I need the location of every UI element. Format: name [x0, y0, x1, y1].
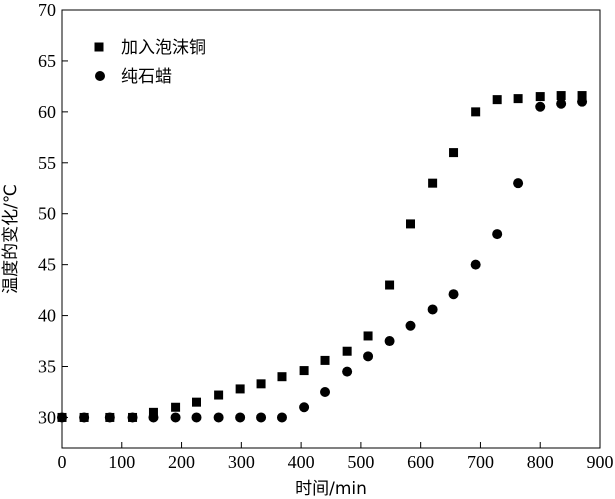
circle-marker	[57, 412, 67, 423]
square-marker	[492, 95, 502, 105]
x-axis-label: 时间/min	[295, 479, 367, 499]
circle-marker	[513, 178, 524, 189]
legend-item-1: 加入泡沫铜	[94, 38, 206, 58]
circle-marker	[235, 412, 246, 423]
circle-marker	[170, 412, 181, 423]
y-tick-label: 40	[38, 306, 56, 326]
circle-marker	[276, 412, 287, 423]
square-marker	[214, 390, 224, 400]
x-tick-label: 700	[467, 452, 494, 472]
circle-marker	[79, 412, 90, 423]
square-marker	[299, 366, 309, 376]
circle-marker	[492, 229, 503, 240]
circle-marker	[535, 101, 546, 112]
circle-marker	[342, 366, 353, 377]
circle-marker	[556, 98, 567, 109]
square-marker	[235, 384, 245, 394]
x-tick-label: 400	[288, 452, 315, 472]
square-marker	[449, 148, 459, 158]
legend-label: 加入泡沫铜	[121, 38, 206, 58]
square-marker	[148, 407, 158, 417]
square-marker	[256, 379, 266, 389]
square-marker	[406, 219, 416, 229]
y-tick-label: 30	[38, 407, 56, 427]
circle-marker	[448, 289, 459, 300]
y-tick-label: 50	[38, 204, 56, 224]
square-marker	[192, 397, 201, 407]
circle-marker	[405, 320, 416, 331]
y-tick-label: 45	[38, 255, 56, 275]
legend-item-2: 纯石蜡	[95, 67, 172, 87]
square-marker	[556, 91, 566, 101]
x-tick-label: 100	[108, 452, 135, 472]
square-marker	[535, 92, 545, 102]
circle-marker	[213, 412, 224, 423]
square-marker	[471, 107, 481, 117]
square-marker	[342, 346, 352, 356]
square-marker	[320, 355, 330, 365]
square-marker	[513, 94, 523, 104]
x-tick-label: 500	[347, 452, 374, 472]
y-tick-label: 65	[38, 51, 56, 71]
circle-marker	[427, 304, 438, 315]
y-tick-label: 35	[38, 357, 56, 377]
square-marker	[171, 402, 181, 412]
legend-circle-marker	[95, 71, 105, 81]
circle-marker	[127, 412, 138, 423]
y-tick-label: 55	[38, 153, 56, 173]
circle-marker	[577, 96, 588, 107]
square-marker	[363, 331, 373, 341]
circle-marker	[104, 412, 115, 423]
circle-marker	[191, 412, 202, 423]
y-tick-label: 60	[38, 102, 56, 122]
legend-square-marker	[94, 42, 104, 52]
legend-label: 纯石蜡	[121, 67, 172, 87]
circle-marker	[470, 259, 481, 270]
plot-area	[61, 9, 601, 449]
y-tick-label: 70	[38, 0, 56, 20]
x-axis: 0 100 200 300 400 500 600 700 800 900	[58, 442, 614, 472]
square-marker	[428, 178, 438, 188]
data-markers	[57, 91, 588, 423]
circle-marker	[256, 412, 267, 423]
circle-marker	[363, 351, 374, 362]
plot-border	[61, 9, 601, 449]
x-tick-label: 0	[58, 452, 67, 472]
y-axis-label: 温度的变化/℃	[1, 184, 21, 294]
x-tick-label: 200	[168, 452, 195, 472]
square-marker	[277, 372, 287, 382]
circle-marker	[299, 402, 310, 413]
x-tick-label: 300	[228, 452, 255, 472]
square-marker	[577, 91, 587, 101]
circle-marker	[320, 386, 331, 397]
x-tick-label: 800	[527, 452, 554, 472]
x-tick-label: 900	[587, 452, 614, 472]
square-marker	[385, 280, 395, 290]
circle-marker	[384, 336, 395, 347]
y-axis: 30 35 40 45 50 55 60 65 70	[38, 0, 68, 427]
circle-marker	[148, 412, 159, 423]
series-2	[57, 96, 588, 423]
series-1	[57, 91, 587, 422]
x-tick-label: 600	[407, 452, 434, 472]
